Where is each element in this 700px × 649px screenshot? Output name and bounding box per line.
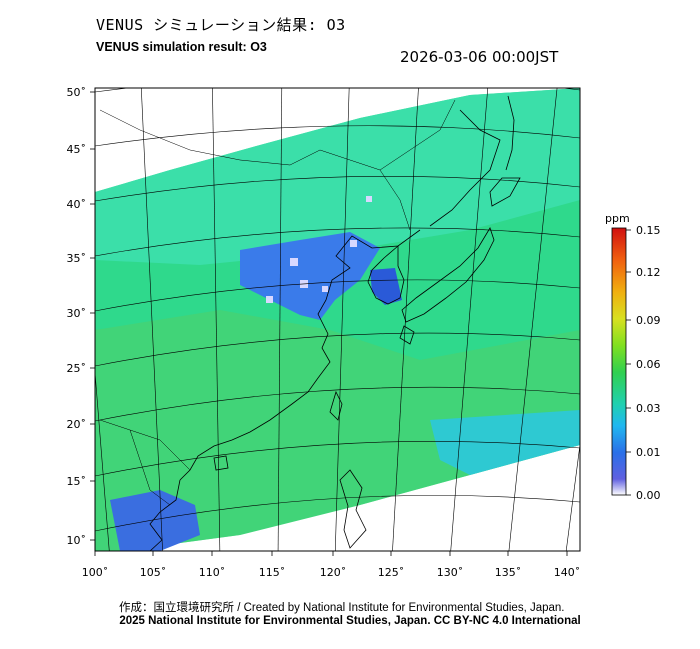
colorbar-scale (611, 227, 627, 496)
lat-label-35: 35˚ (67, 252, 87, 265)
colorbar-label-000: 0.00 (636, 489, 661, 502)
meridian-115 (277, 88, 283, 551)
field-peak-3 (266, 296, 273, 303)
meridian-125 (392, 88, 419, 551)
lon-label-125: 125˚ (378, 566, 405, 579)
colorbar-label-001: 0.01 (636, 446, 661, 459)
coastlines (149, 95, 521, 551)
colorbar-label-015: 0.15 (636, 224, 661, 237)
lat-label-40: 40˚ (67, 198, 87, 211)
coast-siberia (429, 109, 501, 227)
license-line: 2025 National Institute for Environmenta… (119, 615, 581, 627)
coast-china-east (179, 229, 421, 481)
field-peak-5 (366, 196, 372, 202)
colorbar-label-006: 0.06 (636, 358, 661, 371)
border-china-se-asia (99, 419, 191, 471)
border-china-korea (379, 169, 411, 231)
coast-japan-honshu (401, 227, 495, 323)
lon-label-115: 115˚ (259, 566, 286, 579)
ozone-field (95, 88, 580, 551)
field-peak-4 (350, 240, 357, 247)
axis-ticks (90, 91, 568, 556)
parallel-20 (95, 386, 580, 422)
parallel-45 (95, 125, 580, 147)
lon-label-105: 105˚ (140, 566, 167, 579)
lon-label-130: 130˚ (437, 566, 464, 579)
lat-label-30: 30˚ (67, 307, 87, 320)
lon-label-140: 140˚ (554, 566, 581, 579)
lon-label-120: 120˚ (320, 566, 347, 579)
field-indochina-low (110, 490, 200, 551)
lat-label-45: 45˚ (67, 143, 87, 156)
meridian-105 (140, 88, 163, 551)
parallel-35 (95, 227, 580, 257)
lon-label-110: 110˚ (199, 566, 226, 579)
meridian-135 (508, 88, 558, 551)
parallel-50 (95, 88, 580, 93)
meridian-140 (565, 442, 580, 551)
timestamp: 2026-03-06 00:00JST (400, 48, 559, 66)
coast-sakhalin (505, 95, 515, 171)
field-north (95, 88, 580, 265)
border-laos-vietnam (129, 429, 171, 506)
field-peak-6 (322, 286, 328, 292)
lon-label-135: 135˚ (495, 566, 522, 579)
colorbar-unit: ppm (605, 212, 630, 225)
parallel-30 (95, 279, 580, 312)
credit-line: 作成：国立環境研究所 / Created by National Institu… (119, 602, 565, 614)
meridian-130 (450, 88, 489, 551)
parallel-40 (95, 175, 580, 202)
lon-label-100: 100˚ (82, 566, 109, 579)
parallel-10 (95, 495, 580, 532)
meridian-110 (212, 88, 221, 551)
field-south-sea (95, 310, 580, 551)
field-peak-1 (290, 258, 298, 266)
lat-label-50: 50˚ (67, 86, 87, 99)
coast-japan-kyushu (399, 325, 415, 345)
coast-japan-hokkaido (489, 177, 521, 207)
lat-label-20: 20˚ (67, 418, 87, 431)
colorbar-label-009: 0.09 (636, 314, 661, 327)
page-subtitle: VENUS simulation result: O3 (96, 40, 267, 54)
colorbar: ppm 0.15 0.12 0.09 0.06 0.03 0.01 0.00 (605, 212, 661, 502)
colorbar-label-012: 0.12 (636, 266, 661, 279)
field-north-china-low (240, 232, 380, 320)
coast-indochina (149, 479, 181, 551)
lat-label-25: 25˚ (67, 362, 87, 375)
field-pacific-low (430, 410, 580, 475)
page-title: VENUS シミュレーション結果: O3 (96, 16, 346, 34)
borders (99, 99, 456, 506)
colorbar-label-003: 0.03 (636, 402, 661, 415)
border-mongolia (99, 109, 381, 171)
lat-label-10: 10˚ (67, 534, 87, 547)
border-china-russia (379, 99, 456, 171)
meridian-120 (334, 88, 350, 551)
parallel-25 (95, 332, 580, 367)
graticule (95, 88, 580, 551)
coast-korea (367, 245, 405, 305)
coast-taiwan (329, 390, 343, 421)
map-frame (94, 87, 581, 552)
coast-hainan (213, 455, 229, 471)
field-korea-low (370, 268, 402, 305)
lat-label-15: 15˚ (67, 475, 87, 488)
coast-philippines (339, 469, 367, 549)
meridian-100 (95, 368, 110, 551)
